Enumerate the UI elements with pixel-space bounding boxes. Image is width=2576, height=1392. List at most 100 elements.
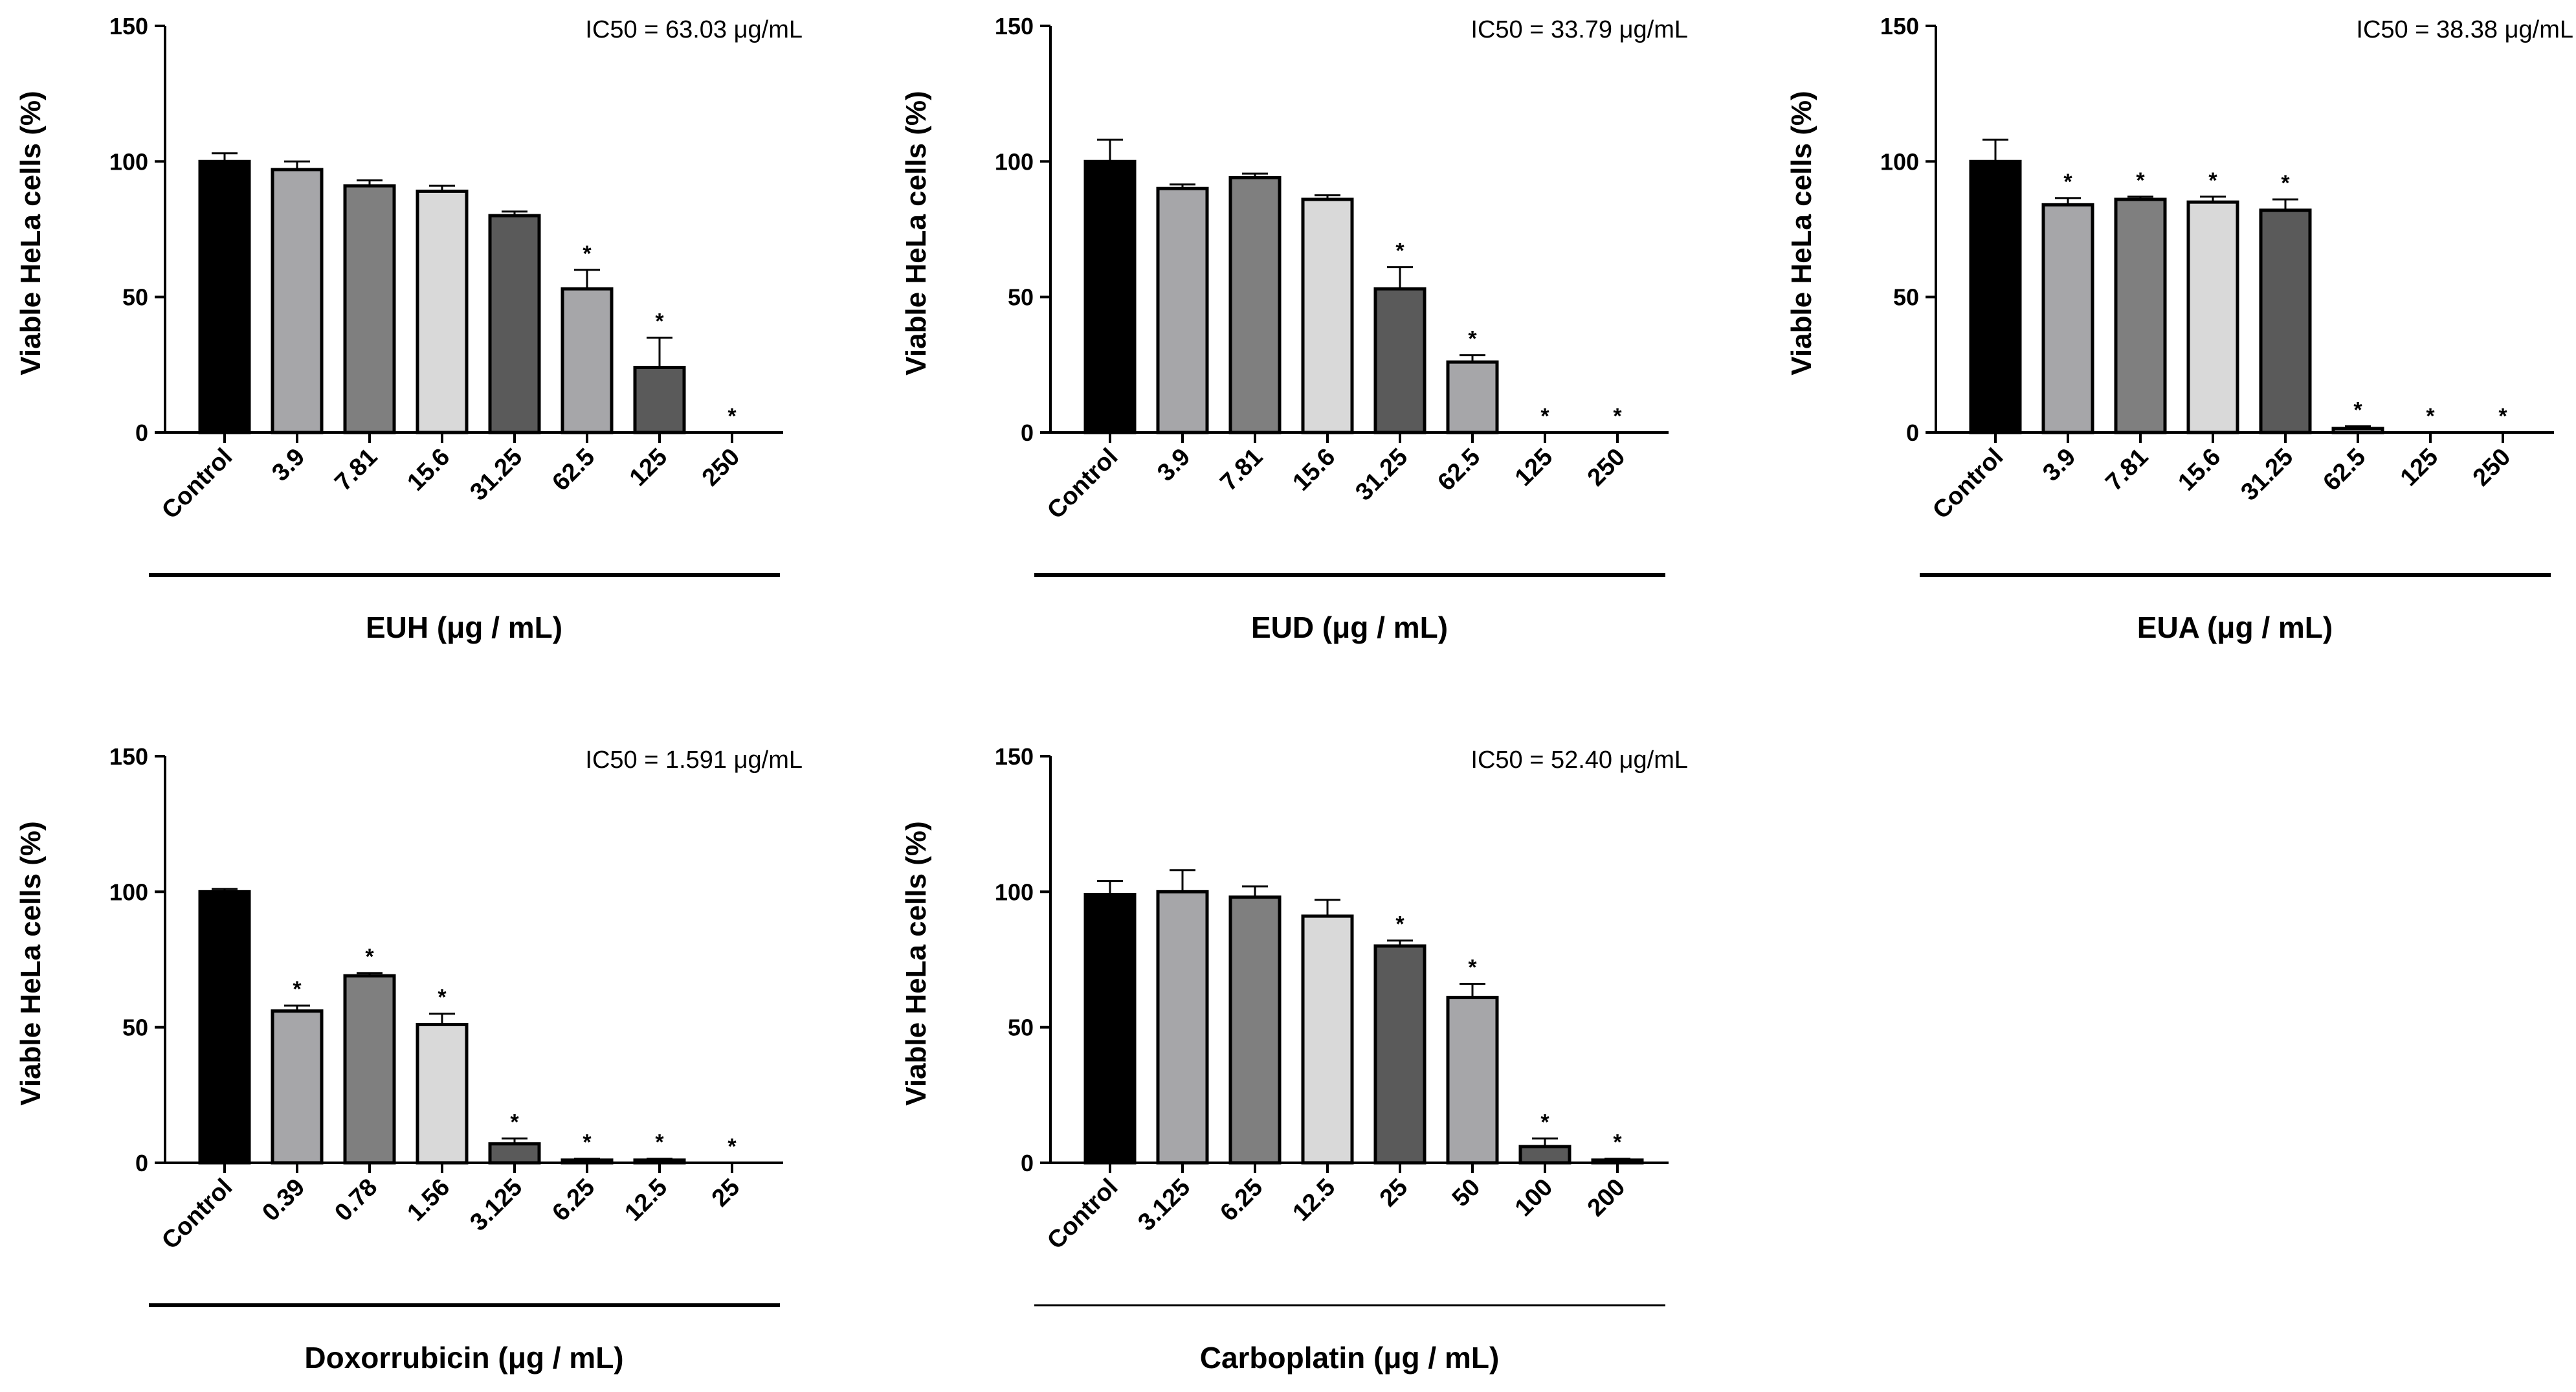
panel-eua: IC50 = 38.38 μg/mL Viable HeLa cells (%)… bbox=[1786, 13, 2573, 644]
x-tick-label: 15.6 bbox=[2173, 443, 2226, 497]
significance-star: * bbox=[510, 1110, 519, 1134]
significance-star: * bbox=[2498, 404, 2507, 429]
bar bbox=[561, 1158, 614, 1165]
bar bbox=[633, 366, 686, 434]
bar bbox=[1518, 1145, 1571, 1165]
significance-star: * bbox=[2281, 171, 2290, 196]
panel-doxorrubicin: IC50 = 1.591 μg/mL Viable HeLa cells (%)… bbox=[15, 743, 803, 1375]
ic50-label: IC50 = 63.03 μg/mL bbox=[585, 16, 803, 43]
y-tick-label: 150 bbox=[995, 13, 1034, 39]
y-tick-label: 150 bbox=[109, 743, 148, 770]
y-tick-label: 0 bbox=[1021, 1150, 1034, 1176]
x-tick-label: 12.5 bbox=[619, 1174, 672, 1227]
bar bbox=[633, 1158, 686, 1165]
y-tick-label: 100 bbox=[995, 879, 1034, 905]
x-tick-label: 125 bbox=[1510, 443, 1559, 492]
x-axis-label: EUA (μg / mL) bbox=[2137, 611, 2333, 644]
y-axis-label: Viable HeLa cells (%) bbox=[900, 821, 932, 1105]
x-tick-label: 7.81 bbox=[2100, 443, 2153, 497]
significance-star: * bbox=[2353, 398, 2362, 422]
bar bbox=[343, 184, 396, 434]
significance-star: * bbox=[1540, 1110, 1549, 1134]
y-tick-label: 150 bbox=[995, 743, 1034, 770]
x-axis-label: EUH (μg / mL) bbox=[366, 611, 562, 644]
x-tick-label: Control bbox=[157, 443, 238, 524]
x-tick-label: 100 bbox=[1510, 1174, 1559, 1222]
x-tick-label: 15.6 bbox=[1287, 443, 1340, 497]
bar bbox=[2186, 200, 2239, 434]
y-tick-label: 100 bbox=[1880, 148, 1919, 175]
x-tick-label: 3.9 bbox=[267, 443, 310, 487]
significance-star: * bbox=[2136, 168, 2145, 193]
significance-star: * bbox=[2426, 404, 2435, 429]
bar bbox=[488, 214, 541, 434]
x-tick-label: 125 bbox=[2395, 443, 2444, 492]
y-tick-label: 50 bbox=[122, 1015, 148, 1041]
significance-star: * bbox=[655, 309, 664, 333]
y-tick-label: 150 bbox=[1880, 13, 1919, 39]
y-axis-label: Viable HeLa cells (%) bbox=[1786, 91, 1817, 375]
x-axis-label: Doxorrubicin (μg / mL) bbox=[304, 1341, 623, 1375]
significance-star: * bbox=[1613, 1130, 1622, 1155]
y-tick-label: 50 bbox=[122, 284, 148, 311]
x-tick-label: Control bbox=[1042, 1174, 1123, 1255]
bar bbox=[561, 287, 614, 434]
x-tick-label: 3.125 bbox=[1133, 1174, 1195, 1237]
significance-star: * bbox=[1395, 912, 1405, 937]
bar bbox=[343, 974, 396, 1165]
significance-star: * bbox=[655, 1130, 664, 1155]
ic50-label: IC50 = 52.40 μg/mL bbox=[1471, 747, 1688, 774]
y-tick-label: 0 bbox=[135, 420, 148, 446]
significance-star: * bbox=[583, 241, 592, 266]
bar bbox=[1083, 159, 1137, 434]
y-tick-label: 150 bbox=[109, 13, 148, 39]
x-tick-label: Control bbox=[157, 1174, 238, 1255]
y-axis-label: Viable HeLa cells (%) bbox=[900, 91, 932, 375]
bar bbox=[2331, 427, 2384, 434]
significance-star: * bbox=[1395, 239, 1405, 264]
significance-star: * bbox=[365, 945, 374, 969]
bar bbox=[1301, 197, 1354, 434]
x-tick-label: 62.5 bbox=[1432, 443, 1485, 497]
x-tick-label: 6.25 bbox=[1215, 1174, 1268, 1227]
x-tick-label: 0.78 bbox=[329, 1174, 383, 1227]
bar bbox=[416, 189, 469, 434]
bar bbox=[1969, 159, 2022, 434]
ic50-label: IC50 = 33.79 μg/mL bbox=[1471, 16, 1688, 43]
y-tick-label: 100 bbox=[109, 879, 148, 905]
ic50-label: IC50 = 38.38 μg/mL bbox=[2356, 16, 2573, 43]
x-axis-label: EUD (μg / mL) bbox=[1251, 611, 1448, 644]
ic50-label: IC50 = 1.591 μg/mL bbox=[585, 747, 803, 774]
x-tick-label: 12.5 bbox=[1287, 1174, 1340, 1227]
y-tick-label: 100 bbox=[109, 148, 148, 175]
significance-star: * bbox=[438, 985, 447, 1010]
bar bbox=[1228, 895, 1282, 1165]
bar bbox=[2041, 203, 2094, 434]
x-tick-label: 0.39 bbox=[257, 1174, 310, 1227]
x-tick-label: 25 bbox=[1375, 1174, 1414, 1213]
y-axis-label: Viable HeLa cells (%) bbox=[15, 821, 47, 1105]
panel-euh: IC50 = 63.03 μg/mL Viable HeLa cells (%)… bbox=[15, 13, 803, 644]
x-tick-label: 31.25 bbox=[2236, 443, 2298, 506]
x-tick-label: Control bbox=[1042, 443, 1123, 524]
x-tick-label: 125 bbox=[625, 443, 673, 492]
x-tick-label: 15.6 bbox=[402, 443, 455, 497]
significance-star: * bbox=[2063, 170, 2072, 194]
bar bbox=[198, 890, 251, 1165]
bar bbox=[1156, 186, 1209, 434]
bar bbox=[1373, 944, 1427, 1165]
significance-star: * bbox=[2208, 168, 2217, 193]
bar bbox=[416, 1022, 469, 1165]
x-tick-label: Control bbox=[1927, 443, 2008, 524]
x-tick-label: 62.5 bbox=[2318, 443, 2371, 497]
bar bbox=[488, 1142, 541, 1165]
bar bbox=[1446, 996, 1499, 1165]
significance-star: * bbox=[293, 977, 302, 1002]
x-tick-label: 31.25 bbox=[465, 443, 527, 506]
bar bbox=[271, 1009, 324, 1165]
significance-star: * bbox=[583, 1130, 592, 1155]
x-tick-label: 31.25 bbox=[1350, 443, 1413, 506]
x-tick-label: 7.81 bbox=[1215, 443, 1268, 497]
x-axis-label: Carboplatin (μg / mL) bbox=[1200, 1341, 1500, 1375]
significance-star: * bbox=[1468, 327, 1477, 352]
